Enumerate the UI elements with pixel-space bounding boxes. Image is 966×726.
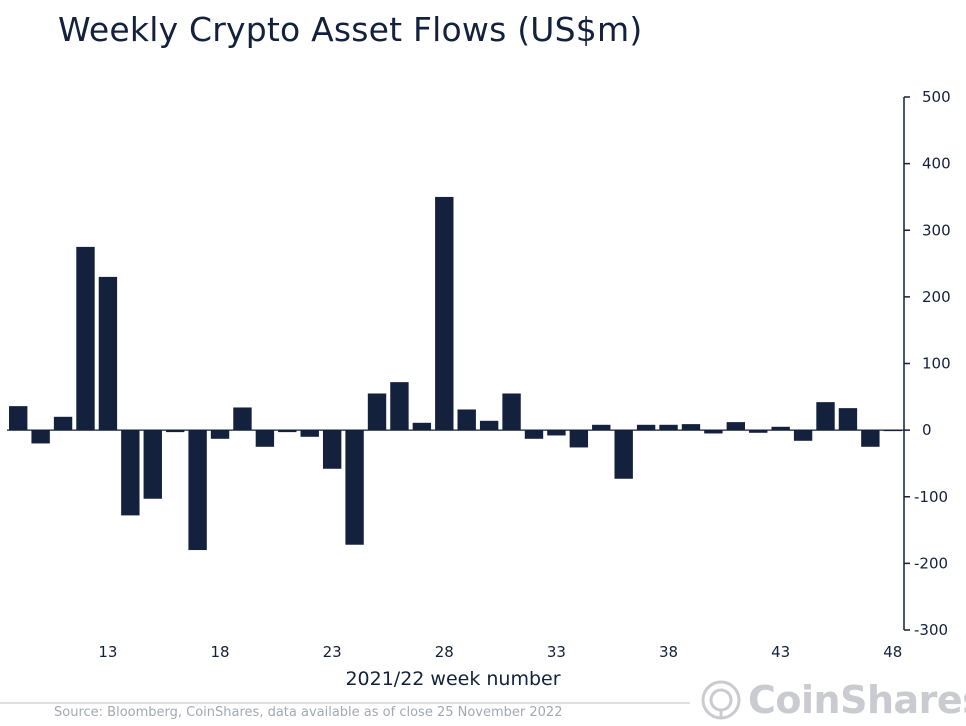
- x-tick-label: 28: [435, 643, 454, 661]
- x-tick-label: 43: [771, 643, 790, 661]
- bar-week-13: [98, 276, 118, 431]
- y-tick-label: 200: [922, 288, 951, 306]
- bar-week-24: [345, 430, 364, 545]
- coinshares-logo: CoinShares: [700, 677, 966, 723]
- bar-week-9: [9, 406, 28, 431]
- bar-week-45: [816, 402, 835, 431]
- bar-week-21: [278, 430, 297, 433]
- bar-week-26: [390, 382, 409, 431]
- bar-week-15: [143, 430, 162, 499]
- bar-week-11: [53, 416, 73, 431]
- bar-week-30: [479, 420, 499, 431]
- bar-week-10: [31, 430, 50, 444]
- coinshares-logo-icon: [701, 680, 741, 720]
- y-tick-label: -100: [914, 488, 948, 506]
- x-tick-label: 48: [883, 643, 902, 661]
- bar-week-23: [322, 430, 342, 469]
- bar-week-47: [861, 430, 880, 447]
- bar-week-40: [704, 430, 723, 434]
- bar-week-12: [76, 246, 95, 431]
- source-note: Source: Bloomberg, CoinShares, data avai…: [54, 705, 563, 720]
- bar-week-16: [165, 430, 185, 433]
- footer-divider: [0, 702, 690, 704]
- bar-week-33: [547, 430, 566, 436]
- x-axis-title: 2021/22 week number: [345, 668, 561, 690]
- bar-week-31: [502, 393, 521, 431]
- bar-week-44: [793, 430, 813, 441]
- y-tick-label: -200: [914, 554, 948, 572]
- bar-week-19: [233, 407, 252, 431]
- bar-week-22: [300, 430, 319, 437]
- bar-week-28: [435, 196, 454, 431]
- y-tick-label: 400: [922, 155, 951, 173]
- bar-week-20: [255, 430, 275, 447]
- bar-week-37: [636, 424, 656, 431]
- bar-week-36: [614, 430, 633, 479]
- y-tick-label: 300: [922, 221, 951, 239]
- y-tick-label: 500: [922, 88, 951, 106]
- bar-week-18: [210, 430, 230, 439]
- x-tick-label: 13: [98, 643, 117, 661]
- y-tick-label: 0: [922, 421, 932, 439]
- logo-wordmark: CoinShares: [748, 678, 966, 722]
- bar-week-42: [749, 430, 768, 433]
- y-tick-label: -300: [914, 621, 948, 639]
- bar-week-32: [524, 430, 544, 439]
- bar-week-17: [188, 430, 207, 551]
- x-tick-label: 33: [547, 643, 566, 661]
- x-tick-label: 38: [659, 643, 678, 661]
- bar-week-27: [412, 422, 432, 431]
- bar-week-35: [592, 424, 611, 431]
- bar-week-43: [771, 426, 790, 431]
- bar-week-14: [121, 430, 140, 516]
- y-tick-label: 100: [922, 355, 951, 373]
- bar-week-39: [681, 424, 701, 431]
- chart-title: Weekly Crypto Asset Flows (US$m): [58, 10, 643, 49]
- bar-week-25: [367, 393, 387, 431]
- bar-week-41: [726, 422, 746, 431]
- bar-week-46: [838, 408, 858, 431]
- bar-week-29: [457, 409, 476, 431]
- x-tick-label: 18: [210, 643, 229, 661]
- bar-week-38: [659, 424, 678, 431]
- bar-week-34: [569, 430, 589, 448]
- x-tick-label: 23: [323, 643, 342, 661]
